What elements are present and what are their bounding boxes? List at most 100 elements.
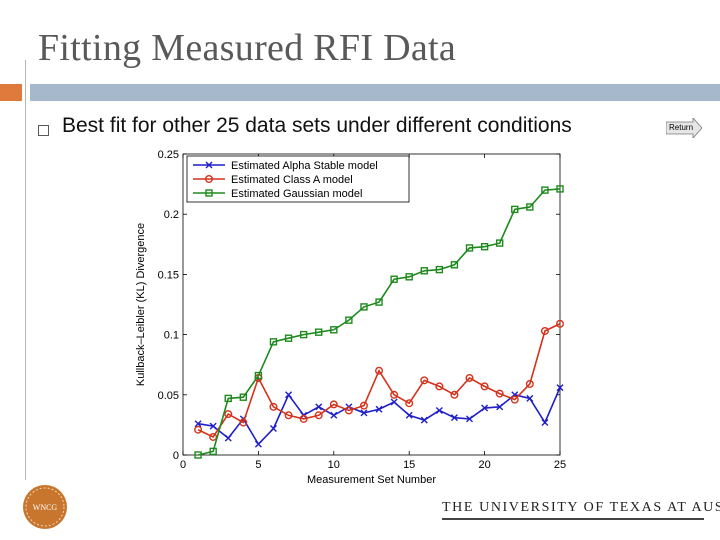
data-point [495, 389, 504, 398]
data-point [224, 394, 232, 403]
data-point [284, 411, 293, 420]
data-point [556, 384, 564, 392]
data-point [495, 239, 504, 247]
data-point [285, 391, 293, 399]
legend-entry: Estimated Class A model [193, 174, 353, 186]
data-point [269, 338, 278, 346]
series-2 [194, 185, 564, 459]
data-point [525, 379, 534, 388]
slide-title: Fitting Measured RFI Data [38, 27, 457, 69]
data-point [360, 303, 368, 311]
data-point [239, 393, 248, 401]
data-point [510, 395, 519, 404]
data-point [435, 265, 444, 274]
data-point [511, 205, 519, 214]
data-point [450, 414, 458, 422]
x-tick-label: 20 [478, 459, 490, 471]
data-point [420, 267, 428, 275]
bullet-square-icon [38, 125, 49, 136]
data-point [480, 243, 489, 251]
data-point [556, 319, 565, 328]
data-point [480, 382, 489, 391]
series-line [197, 188, 561, 456]
return-button[interactable]: Return [666, 118, 702, 138]
data-point [315, 403, 323, 411]
x-tick-label: 25 [554, 459, 566, 471]
data-point [390, 390, 399, 399]
legend-label: Estimated Class A model [231, 174, 353, 186]
legend-marker [205, 161, 213, 169]
data-point [466, 415, 474, 423]
data-point [526, 394, 534, 402]
data-point [224, 410, 233, 419]
data-point [269, 402, 278, 411]
data-point [496, 403, 504, 411]
x-tick-label: 5 [255, 459, 261, 471]
data-point [405, 411, 413, 419]
legend-marker [205, 189, 213, 197]
y-tick-label: 0 [173, 450, 179, 462]
legend: Estimated Alpha Stable model Estimated Cl… [186, 155, 410, 203]
data-point [405, 399, 414, 408]
x-tick-label: 15 [403, 459, 415, 471]
series-1 [194, 319, 565, 441]
left-divider [25, 60, 26, 480]
data-point [315, 328, 323, 336]
arrow-right-icon [666, 118, 702, 138]
logo-text: WNCG [33, 503, 58, 512]
y-tick-label: 0.05 [158, 390, 179, 402]
return-label: Return [669, 123, 694, 132]
data-point [435, 406, 443, 414]
data-point [194, 420, 202, 428]
data-point [390, 398, 398, 406]
data-point [299, 414, 308, 423]
data-point [450, 261, 459, 269]
data-point [420, 376, 429, 385]
data-point [375, 298, 383, 306]
data-point [239, 418, 248, 427]
data-point [375, 366, 384, 375]
y-axis-label: Kullback–Leibler (KL) Divergence [135, 223, 147, 386]
legend-entry: Estimated Gaussian model [193, 188, 362, 200]
legend-marker [204, 175, 213, 184]
accent-bar [0, 84, 22, 101]
data-point [390, 275, 398, 283]
data-point [465, 373, 474, 382]
data-point [209, 422, 217, 430]
data-point [405, 273, 413, 281]
series-line [197, 323, 561, 438]
data-point [299, 330, 308, 339]
data-point [541, 418, 549, 426]
data-point [254, 440, 262, 448]
data-point [360, 409, 368, 417]
data-point [330, 326, 338, 334]
data-point [284, 334, 293, 342]
data-point [330, 411, 338, 419]
data-point [435, 382, 444, 391]
y-tick-label: 0.1 [164, 330, 179, 342]
bullet-text: Best fit for other 25 data sets under di… [62, 114, 572, 137]
axes: 0 5 10 15 20 25 0 0.05 0.1 0.15 0.2 0.25 [158, 149, 567, 471]
data-point [224, 434, 232, 442]
legend-label: Estimated Alpha Stable model [231, 160, 378, 172]
data-point [269, 425, 277, 433]
footer-rule [442, 518, 704, 520]
data-point [314, 411, 323, 420]
series-0 [194, 384, 564, 448]
y-tick-label: 0.25 [158, 149, 179, 161]
y-tick-label: 0.2 [164, 209, 179, 221]
kl-divergence-chart: 0 5 10 15 20 25 0 0.05 0.1 0.15 0.2 0.25 Estimated … [135, 149, 567, 486]
x-axis-label: Measurement Set Number [307, 474, 436, 486]
data-point [540, 326, 549, 335]
y-tick-label: 0.15 [158, 269, 179, 281]
data-point [541, 186, 549, 194]
data-point [194, 451, 202, 459]
series-group [194, 185, 565, 459]
legend-entry: Estimated Alpha Stable model [193, 160, 378, 172]
data-point [526, 203, 534, 211]
data-point [345, 316, 353, 324]
legend-label: Estimated Gaussian model [231, 188, 362, 200]
data-point [359, 401, 368, 410]
data-point [329, 400, 338, 409]
data-point [254, 371, 263, 380]
